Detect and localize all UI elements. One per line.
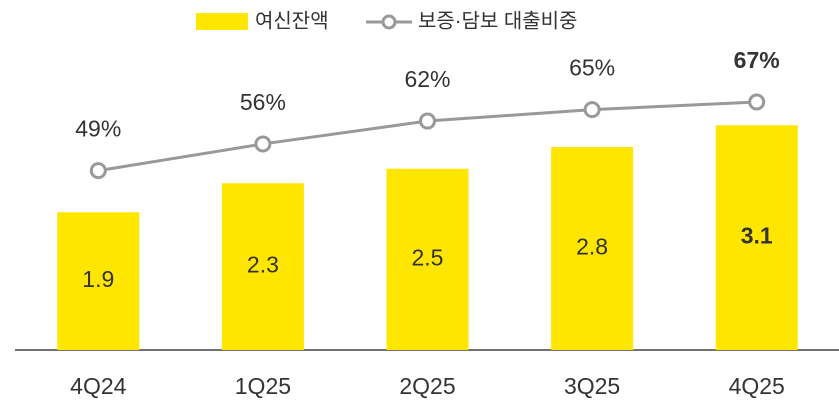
legend-swatch-bar [196,13,248,30]
bar [715,125,798,350]
bar-value-label: 3.1 [741,223,773,249]
x-tick-label: 1Q25 [235,373,291,399]
bar [386,168,469,350]
x-tick-label: 3Q25 [564,373,620,399]
bar-value-label: 1.9 [82,266,114,292]
bar [551,147,634,350]
line-value-label: 62% [404,66,450,92]
line-marker [583,101,601,119]
line-marker [748,93,766,111]
bar-value-label: 2.8 [576,234,608,260]
line-marker [254,135,272,153]
legend-label: 여신잔액 [255,9,329,32]
x-tick-label: 4Q24 [70,373,126,399]
bar-value-label: 2.3 [247,252,279,278]
x-tick-label: 4Q25 [729,373,785,399]
line-marker [89,162,107,180]
legend-marker [381,14,397,30]
bar-value-label: 2.5 [412,244,444,270]
line [98,100,757,173]
bar [221,183,304,350]
line-value-label: 67% [734,47,780,73]
line-value-label: 65% [569,55,615,81]
line-marker [419,112,436,130]
x-tick-label: 2Q25 [399,373,455,399]
line-value-label: 56% [240,89,286,115]
bar [57,212,140,350]
line-value-label: 49% [75,116,121,142]
legend-label: 보증·담보 대출비중 [418,9,577,32]
